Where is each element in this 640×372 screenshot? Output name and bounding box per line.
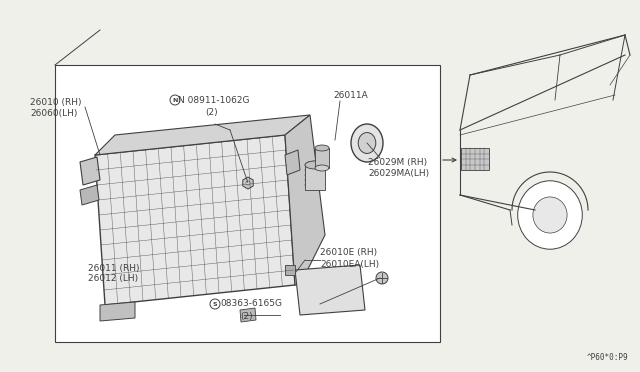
Polygon shape	[315, 148, 329, 168]
Text: N 08911-1062G: N 08911-1062G	[178, 96, 250, 105]
Text: S: S	[212, 301, 218, 307]
Ellipse shape	[358, 132, 376, 154]
Polygon shape	[100, 302, 135, 321]
Ellipse shape	[246, 181, 250, 185]
Text: 08363-6165G: 08363-6165G	[220, 299, 282, 308]
Text: 26029MA(LH): 26029MA(LH)	[368, 169, 429, 177]
Bar	[461, 148, 489, 170]
Polygon shape	[240, 308, 256, 322]
Ellipse shape	[305, 161, 325, 169]
Polygon shape	[295, 265, 365, 315]
Polygon shape	[285, 150, 300, 175]
Ellipse shape	[518, 181, 582, 249]
Text: ^P60*0:P9: ^P60*0:P9	[586, 353, 628, 362]
Ellipse shape	[305, 171, 325, 179]
Ellipse shape	[315, 145, 329, 151]
Text: N: N	[172, 97, 178, 103]
Text: 26011A: 26011A	[333, 90, 368, 99]
Text: 26010EA(LH): 26010EA(LH)	[320, 260, 379, 269]
Polygon shape	[305, 165, 325, 190]
Text: (2): (2)	[240, 311, 253, 321]
Polygon shape	[80, 157, 100, 185]
Polygon shape	[80, 185, 99, 205]
Text: 26010E (RH): 26010E (RH)	[320, 248, 377, 257]
Text: 26012 (LH): 26012 (LH)	[88, 275, 138, 283]
Polygon shape	[285, 115, 325, 285]
Ellipse shape	[351, 124, 383, 162]
Bar	[55, 65, 440, 342]
Ellipse shape	[305, 166, 325, 174]
Ellipse shape	[315, 165, 329, 171]
Polygon shape	[95, 115, 310, 155]
Ellipse shape	[305, 161, 325, 169]
Ellipse shape	[210, 299, 220, 309]
Ellipse shape	[376, 272, 388, 284]
Polygon shape	[95, 135, 295, 305]
Ellipse shape	[170, 95, 180, 105]
Text: 26029M (RH): 26029M (RH)	[368, 157, 427, 167]
Ellipse shape	[533, 197, 567, 233]
Text: 26060(LH): 26060(LH)	[30, 109, 77, 118]
Text: 26011 (RH): 26011 (RH)	[88, 263, 140, 273]
Ellipse shape	[305, 181, 325, 189]
Bar	[285, 265, 295, 275]
Text: 26010 (RH): 26010 (RH)	[30, 97, 81, 106]
Text: (2): (2)	[205, 108, 218, 116]
Ellipse shape	[305, 176, 325, 184]
